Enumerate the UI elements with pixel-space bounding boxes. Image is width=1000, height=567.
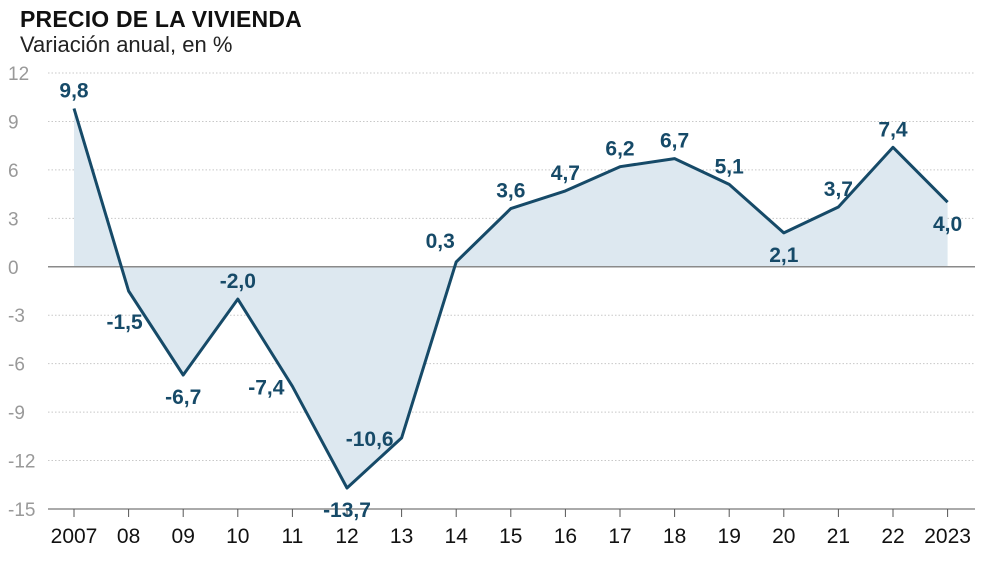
data-label: -10,6 [346, 428, 394, 451]
x-tick-label: 22 [881, 525, 904, 548]
x-tick-label: 20 [772, 525, 795, 548]
x-tick-label: 12 [335, 525, 358, 548]
data-label: 2,1 [769, 244, 799, 267]
x-axis-ticks: 2007 08 09 10 11 12 13 14 15 16 17 18 19 20 21 22 2023 [48, 508, 975, 548]
x-tick-label: 13 [390, 525, 413, 548]
data-label: 9,8 [59, 80, 89, 103]
y-tick-label: -3 [8, 306, 25, 327]
x-tick-label: 21 [827, 525, 850, 548]
data-label: -7,4 [248, 376, 285, 399]
data-label: 5,1 [715, 155, 745, 178]
x-tick-label: 2023 [924, 525, 971, 548]
x-tick-label: 16 [554, 525, 577, 548]
x-tick-label: 19 [718, 525, 741, 548]
data-label: -6,7 [165, 386, 201, 409]
data-label: 7,4 [878, 118, 908, 141]
x-tick-label: 14 [445, 525, 469, 548]
data-label: 3,6 [496, 180, 525, 203]
data-label: -13,7 [323, 499, 371, 522]
data-label: -1,5 [107, 311, 144, 334]
x-tick-label: 17 [608, 525, 631, 548]
data-label: 4,0 [933, 213, 962, 236]
data-label: 6,2 [605, 138, 634, 161]
y-tick-label: -6 [8, 355, 25, 376]
y-axis-ticks: 12 9 6 3 0 -3 -6 -9 -12 -15 [8, 64, 35, 521]
x-tick-label: 11 [281, 525, 303, 548]
chart-subtitle: Variación anual, en % [20, 32, 233, 57]
y-tick-label: 12 [8, 64, 29, 85]
x-tick-label: 2007 [51, 525, 98, 548]
x-tick-label: 09 [172, 525, 195, 548]
chart-title: PRECIO DE LA VIVIENDA [20, 6, 302, 32]
data-label: 3,7 [824, 178, 853, 201]
y-tick-label: 9 [8, 112, 19, 133]
data-label: 4,7 [551, 162, 580, 185]
series-line [72, 108, 949, 490]
data-label: 6,7 [660, 130, 689, 153]
y-tick-label: 6 [8, 161, 19, 182]
x-tick-label: 10 [226, 525, 249, 548]
data-label: -2,0 [220, 270, 256, 293]
y-tick-label: -12 [8, 452, 35, 473]
data-label: 0,3 [426, 230, 455, 253]
y-tick-label: -15 [8, 500, 35, 521]
x-tick-label: 15 [499, 525, 522, 548]
x-tick-label: 18 [663, 525, 686, 548]
area-fill [74, 108, 948, 488]
x-tick-label: 08 [117, 525, 140, 548]
data-labels: 9,8 -1,5 -6,7 -2,0 -7,4 -13,7 -10,6 0,3 3,6 4,7 6,… [59, 80, 962, 522]
y-tick-label: 3 [8, 209, 19, 230]
y-tick-label: -9 [8, 403, 25, 424]
y-tick-label: 0 [8, 258, 19, 279]
